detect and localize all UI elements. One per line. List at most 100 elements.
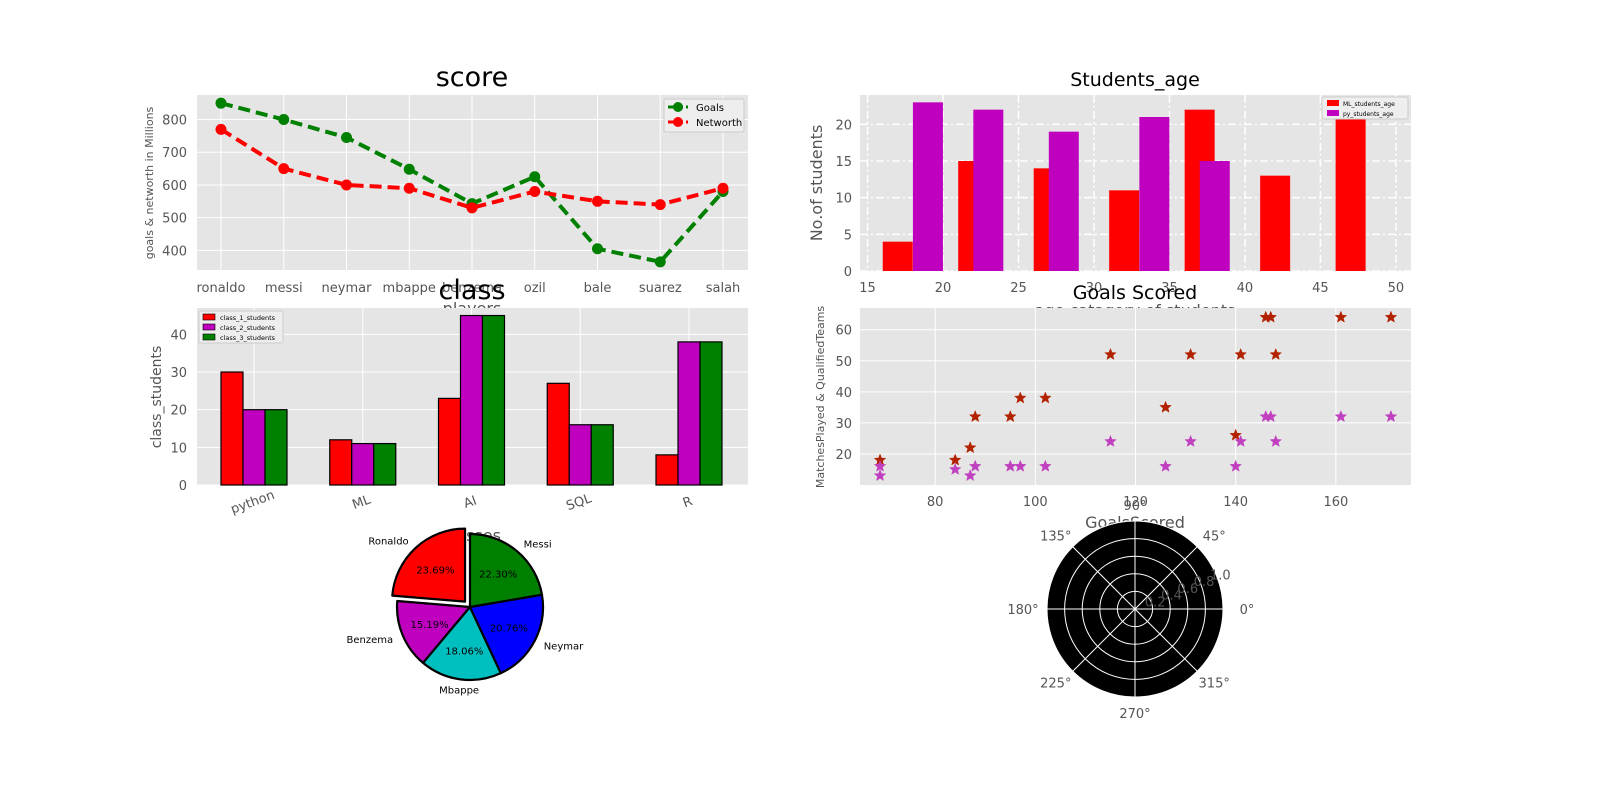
polar-radial-label: 0.2: [1145, 595, 1166, 610]
legend-class2-swatch: [202, 323, 216, 331]
age-ytick-label: 0: [844, 265, 852, 280]
class-ytick-label: 0: [179, 479, 187, 494]
line-point-networth: [215, 123, 227, 135]
scatter-point-MatchesPlayed: [1264, 310, 1278, 323]
line-xtick-label: benzema: [442, 281, 502, 296]
line-ytick-label: 500: [162, 212, 187, 227]
line-series-networth: [219, 127, 724, 210]
polar-spoke: [1072, 546, 1136, 610]
class-ytick-label: 10: [170, 441, 187, 456]
class-bar-class_1_students: [437, 397, 462, 486]
line-xtick-label: bale: [584, 281, 612, 296]
scatter-point-MatchesPlayed: [1334, 310, 1348, 323]
pie-pct-benzema: 15.19%: [411, 620, 449, 631]
age-xtick-label: 40: [1237, 281, 1254, 296]
pie-slice-ronaldo: [391, 527, 467, 603]
scatter-point-MatchesPlayed: [968, 409, 982, 423]
class-bar-class_2_students: [568, 424, 592, 486]
pie-label-ronaldo: Ronaldo: [368, 536, 408, 547]
age-bar-py_students_age: [1199, 161, 1230, 271]
scatter-xtick-label: 100: [1023, 495, 1048, 510]
scatter-point-QualifiedTeams: [1159, 459, 1172, 472]
line-legend-box: [663, 98, 745, 133]
class-ytick-label: 40: [170, 328, 187, 343]
line-xtick-label: mbappe: [383, 281, 436, 296]
legend-class1-swatch: [202, 313, 216, 321]
polar-radial-label: 0.8: [1194, 575, 1215, 590]
age-ytick-label: 20: [835, 118, 852, 133]
scatter-ytick-label: 60: [835, 324, 852, 339]
scatter-point-QualifiedTeams: [1013, 459, 1027, 472]
polar-angle-label: 225°: [1040, 677, 1071, 692]
class-bar-class_2_students: [351, 442, 375, 486]
age-xtick-label: 50: [1388, 281, 1405, 296]
line-ytick-label: 400: [162, 244, 187, 259]
class-bar-class_1_students: [546, 382, 570, 486]
class-bar-class_1_students: [655, 454, 679, 486]
scatter-ytick-label: 40: [835, 386, 852, 401]
scatter-point-QualifiedTeams: [1184, 434, 1197, 447]
scatter-point-MatchesPlayed: [1038, 391, 1052, 404]
scatter-point-QualifiedTeams: [948, 462, 962, 475]
line-point-goals: [278, 114, 290, 126]
age-bar-ML_students_age: [882, 241, 913, 271]
class-bar-class_2_students: [459, 314, 484, 486]
scatter-point-QualifiedTeams: [1234, 434, 1248, 447]
scatter-point-MatchesPlayed: [1269, 347, 1283, 360]
polar-radial-label: 1.0: [1210, 568, 1231, 583]
pie-slice-messi: [468, 532, 544, 609]
age-bar-ML_students_age: [1260, 175, 1291, 271]
line-xtick-label: ronaldo: [196, 281, 245, 296]
age-bar-py_students_age: [1139, 117, 1170, 271]
class-bar-class_2_students: [242, 409, 266, 486]
line-point-goals: [341, 132, 352, 144]
class-ytick-label: 30: [170, 366, 187, 381]
polar-angle-label: 270°: [1119, 707, 1150, 722]
line-xtick-label: suarez: [639, 281, 682, 296]
scatter-point-QualifiedTeams: [1264, 409, 1278, 423]
line-ytick-label: 800: [162, 114, 187, 129]
line-xtick-label: ozil: [524, 281, 546, 296]
scatter-xtick-label: 120: [1123, 495, 1148, 510]
pie-pct-ronaldo: 23.69%: [416, 565, 454, 576]
scatter-point-QualifiedTeams: [963, 468, 977, 482]
line-xtick-label: messi: [265, 281, 303, 296]
line-point-networth: [403, 182, 415, 194]
age-ytick-label: 10: [835, 192, 852, 207]
polar-angle-label: 315°: [1199, 677, 1230, 692]
polar-angle-label: 0°: [1240, 603, 1255, 618]
players-pie-chart: Ronaldo 23.69% Benzema 15.19% Mbappe 18.06% Ne…: [347, 527, 584, 697]
age-xtick-label: 35: [1161, 281, 1178, 296]
scatter-point-QualifiedTeams: [1269, 434, 1283, 447]
line-point-goals: [529, 171, 541, 183]
scatter-point-QualifiedTeams: [873, 468, 887, 482]
class-bar-class_3_students: [590, 424, 614, 486]
scatter-point-QualifiedTeams: [1334, 409, 1348, 423]
age-xtick-label: 25: [1010, 281, 1027, 296]
scatter-ytick-label: 20: [835, 448, 852, 463]
class-xtick-label: AI: [462, 493, 479, 511]
scatter-point-MatchesPlayed: [963, 441, 977, 454]
line-ytick-label: 700: [162, 146, 187, 161]
class-bar-class_3_students: [699, 341, 723, 486]
age-xtick-label: 45: [1312, 281, 1329, 296]
polar-spoke: [1134, 608, 1198, 672]
legend-ml-swatch: [1327, 100, 1339, 106]
class-chart-title: class: [438, 275, 505, 306]
polar-angle-label: 135°: [1040, 529, 1071, 544]
legend-goals-marker: [673, 102, 683, 112]
score-line-chart: ronaldo messi neymar mbappe benzema ozil bale s…: [143, 62, 748, 318]
line-legend: Goals Networth: [663, 98, 745, 133]
line-point-networth: [341, 179, 352, 191]
polar-angle-label: 45°: [1203, 529, 1226, 544]
polar-radial-label: 0.6: [1177, 582, 1198, 597]
age-xtick-label: 30: [1086, 281, 1103, 296]
line-point-goals: [215, 97, 227, 109]
age-legend-box: [1321, 96, 1409, 120]
age-bar-py_students_age: [1048, 131, 1079, 271]
age-legend: ML_students_age py_students_age: [1321, 96, 1409, 120]
line-ytick-label: 600: [162, 179, 187, 194]
pie-pct-mbappe: 18.06%: [445, 646, 483, 657]
legend-networth-label: Networth: [696, 118, 742, 129]
polar-spoke: [1072, 608, 1136, 672]
